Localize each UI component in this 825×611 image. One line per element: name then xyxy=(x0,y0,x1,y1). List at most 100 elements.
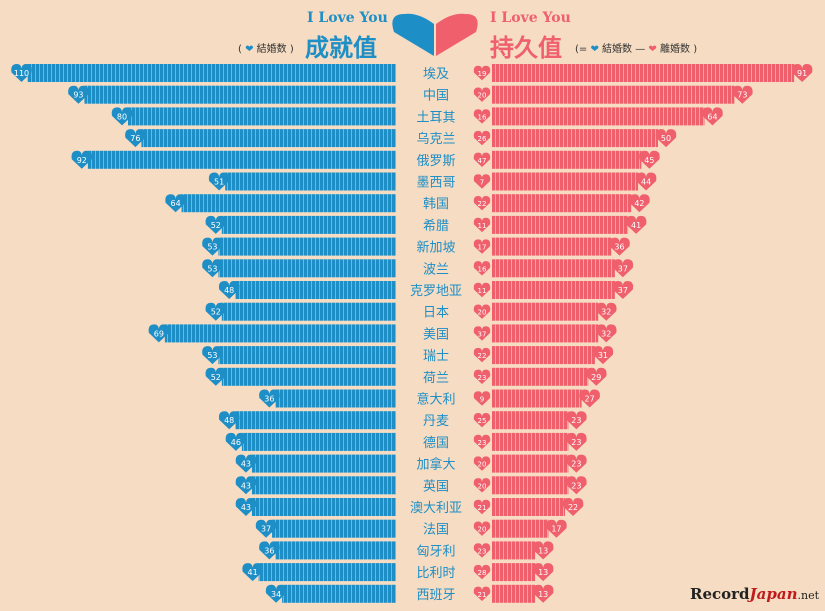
country-label-bg xyxy=(398,86,472,103)
persistence-heart-icon xyxy=(586,367,607,386)
marriage-heart-icon xyxy=(205,367,227,386)
persistence-value-title: 持久值 xyxy=(490,34,562,62)
persistence-bar xyxy=(492,563,536,582)
persistence-heart-marker: 45 xyxy=(639,150,660,169)
watermark: RecordJapan.net xyxy=(690,585,819,603)
marriage-heart-marker: 52 xyxy=(205,215,227,234)
persistence-heart-marker: 50 xyxy=(655,129,677,148)
marriage-value: 64 xyxy=(171,199,181,208)
marriage-heart-marker: 53 xyxy=(202,237,223,256)
marriage-bar xyxy=(235,281,396,299)
divorce-value: 16 xyxy=(478,265,487,273)
persistence-bar xyxy=(492,107,705,126)
marriage-heart-icon xyxy=(265,584,287,603)
country-label: 乌克兰 xyxy=(416,131,455,147)
divorce-heart-icon xyxy=(473,326,491,341)
divorce-heart-marker: 20 xyxy=(473,87,491,102)
divorce-heart-marker: 16 xyxy=(473,261,491,276)
achievement-value-title: 成就值 xyxy=(305,34,377,62)
divorce-heart-icon xyxy=(473,196,491,211)
marriage-bar xyxy=(235,411,396,430)
persistence-value: 42 xyxy=(634,199,644,208)
divorce-value: 28 xyxy=(478,569,487,577)
country-label-bg xyxy=(398,173,472,190)
left-legend: ( ❤ 結婚数 ) xyxy=(238,40,294,55)
marriage-heart-marker: 80 xyxy=(111,107,133,126)
marriage-bar xyxy=(282,584,396,603)
marriage-value: 52 xyxy=(211,221,221,230)
country-label-bg xyxy=(398,260,472,277)
persistence-heart-marker: 37 xyxy=(612,259,634,278)
persistence-heart-icon xyxy=(635,172,657,191)
legend-heart-icon-blue: ❤ xyxy=(590,44,599,55)
country-label-bg xyxy=(398,238,472,255)
marriage-heart-marker: 69 xyxy=(148,324,170,343)
divorce-value: 20 xyxy=(478,92,487,100)
divorce-heart-icon xyxy=(473,564,491,580)
marriage-value: 43 xyxy=(241,481,251,490)
watermark-record: Record xyxy=(690,585,750,603)
country-label: 美国 xyxy=(423,327,449,342)
persistence-value: 29 xyxy=(591,373,601,382)
persistence-value: 44 xyxy=(641,178,651,187)
marriage-bar xyxy=(87,150,397,169)
right-header-title: I Love You xyxy=(490,10,571,26)
country-label-bg xyxy=(398,455,472,472)
marriage-heart-marker: 43 xyxy=(235,498,257,516)
marriage-heart-icon xyxy=(242,563,263,582)
marriage-heart-marker: 76 xyxy=(125,129,146,148)
divorce-heart-icon xyxy=(473,543,491,558)
persistence-value: 73 xyxy=(737,91,747,100)
divorce-value: 23 xyxy=(478,439,487,447)
country-label: 英国 xyxy=(423,479,449,494)
country-label-bg xyxy=(398,325,472,342)
legend-close-paren-right: ) xyxy=(693,44,698,55)
divorce-heart-marker: 16 xyxy=(473,109,491,124)
marriage-value: 76 xyxy=(130,134,140,143)
persistence-heart-icon xyxy=(609,237,630,256)
divorce-heart-marker: 37 xyxy=(473,326,491,341)
persistence-heart-marker: 17 xyxy=(546,519,567,538)
country-label-bg xyxy=(398,347,472,364)
persistence-bar xyxy=(492,215,629,234)
divorce-heart-icon xyxy=(473,456,491,471)
marriage-bar xyxy=(241,432,396,451)
country-label-bg xyxy=(398,368,472,385)
marriage-heart-marker: 64 xyxy=(165,194,186,213)
marriage-value: 41 xyxy=(248,568,258,577)
persistence-heart-marker: 64 xyxy=(702,107,723,126)
divorce-value: 37 xyxy=(478,330,487,338)
marriage-heart-marker: 36 xyxy=(259,389,280,408)
divorce-heart-icon xyxy=(473,152,491,167)
persistence-value: 32 xyxy=(601,329,611,338)
marriage-value: 36 xyxy=(264,546,274,555)
marriage-heart-icon xyxy=(11,64,32,82)
persistence-heart-marker: 13 xyxy=(532,541,554,560)
marriage-bar xyxy=(218,237,396,256)
divorce-value: 20 xyxy=(478,526,487,534)
divorce-heart-marker: 17 xyxy=(473,239,491,254)
marriage-bar xyxy=(218,346,396,365)
persistence-value: 27 xyxy=(585,395,595,404)
divorce-value: 47 xyxy=(478,157,487,165)
marriage-heart-marker: 92 xyxy=(71,150,93,169)
divorce-heart-marker: 23 xyxy=(473,543,491,558)
marriage-bar xyxy=(181,194,396,213)
marriage-heart-icon xyxy=(202,346,223,365)
marriage-bar xyxy=(275,541,396,560)
divorce-value: 21 xyxy=(478,591,487,599)
marriage-heart-marker: 43 xyxy=(235,476,257,495)
country-label-bg xyxy=(398,520,472,537)
marriage-bar xyxy=(221,367,396,386)
marriage-value: 69 xyxy=(154,329,164,338)
persistence-bar xyxy=(492,172,639,191)
divorce-heart-icon xyxy=(473,478,491,493)
divorce-heart-marker: 20 xyxy=(473,478,491,493)
persistence-value: 31 xyxy=(598,351,608,360)
persistence-bar xyxy=(492,324,599,343)
persistence-heart-icon xyxy=(546,519,567,538)
persistence-value: 13 xyxy=(538,568,548,577)
marriage-heart-icon xyxy=(255,519,277,538)
marriage-bar xyxy=(258,563,396,582)
